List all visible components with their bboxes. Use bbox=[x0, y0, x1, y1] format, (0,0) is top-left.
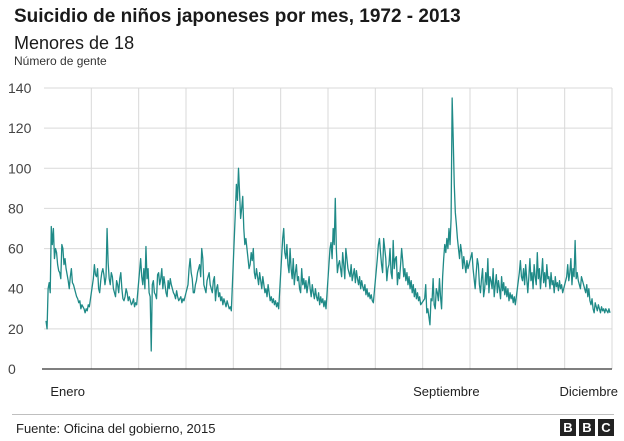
x-axis-month-label: Diciembre bbox=[559, 384, 618, 399]
y-tick-label: 80 bbox=[8, 200, 24, 216]
x-axis-month-label: Enero bbox=[50, 384, 85, 399]
bbc-logo-letter: C bbox=[598, 419, 614, 436]
bbc-logo-letter: B bbox=[560, 419, 576, 436]
line-chart: 0 20 40 60 80 100 120 140 Enero Septiembre Diciemb… bbox=[8, 80, 618, 399]
chart-title: Suicidio de niños japoneses por mes, 197… bbox=[14, 6, 461, 27]
y-tick-label: 20 bbox=[8, 321, 24, 337]
chart-subtitle: Menores de 18 bbox=[14, 33, 135, 53]
y-axis-unit-label: Número de gente bbox=[14, 54, 107, 68]
y-tick-label: 100 bbox=[8, 160, 32, 176]
y-tick-label: 60 bbox=[8, 241, 24, 257]
bbc-logo-letter: B bbox=[579, 419, 595, 436]
source-note: Fuente: Oficina del gobierno, 2015 bbox=[16, 421, 216, 436]
footer-divider bbox=[12, 414, 614, 415]
bbc-logo: B B C bbox=[560, 419, 614, 436]
series-line bbox=[45, 97, 611, 352]
y-tick-label: 120 bbox=[8, 120, 32, 136]
x-axis-month-label: Septiembre bbox=[413, 384, 479, 399]
y-tick-label: 40 bbox=[8, 281, 24, 297]
y-tick-label: 0 bbox=[8, 361, 16, 377]
y-tick-label: 140 bbox=[8, 80, 32, 96]
